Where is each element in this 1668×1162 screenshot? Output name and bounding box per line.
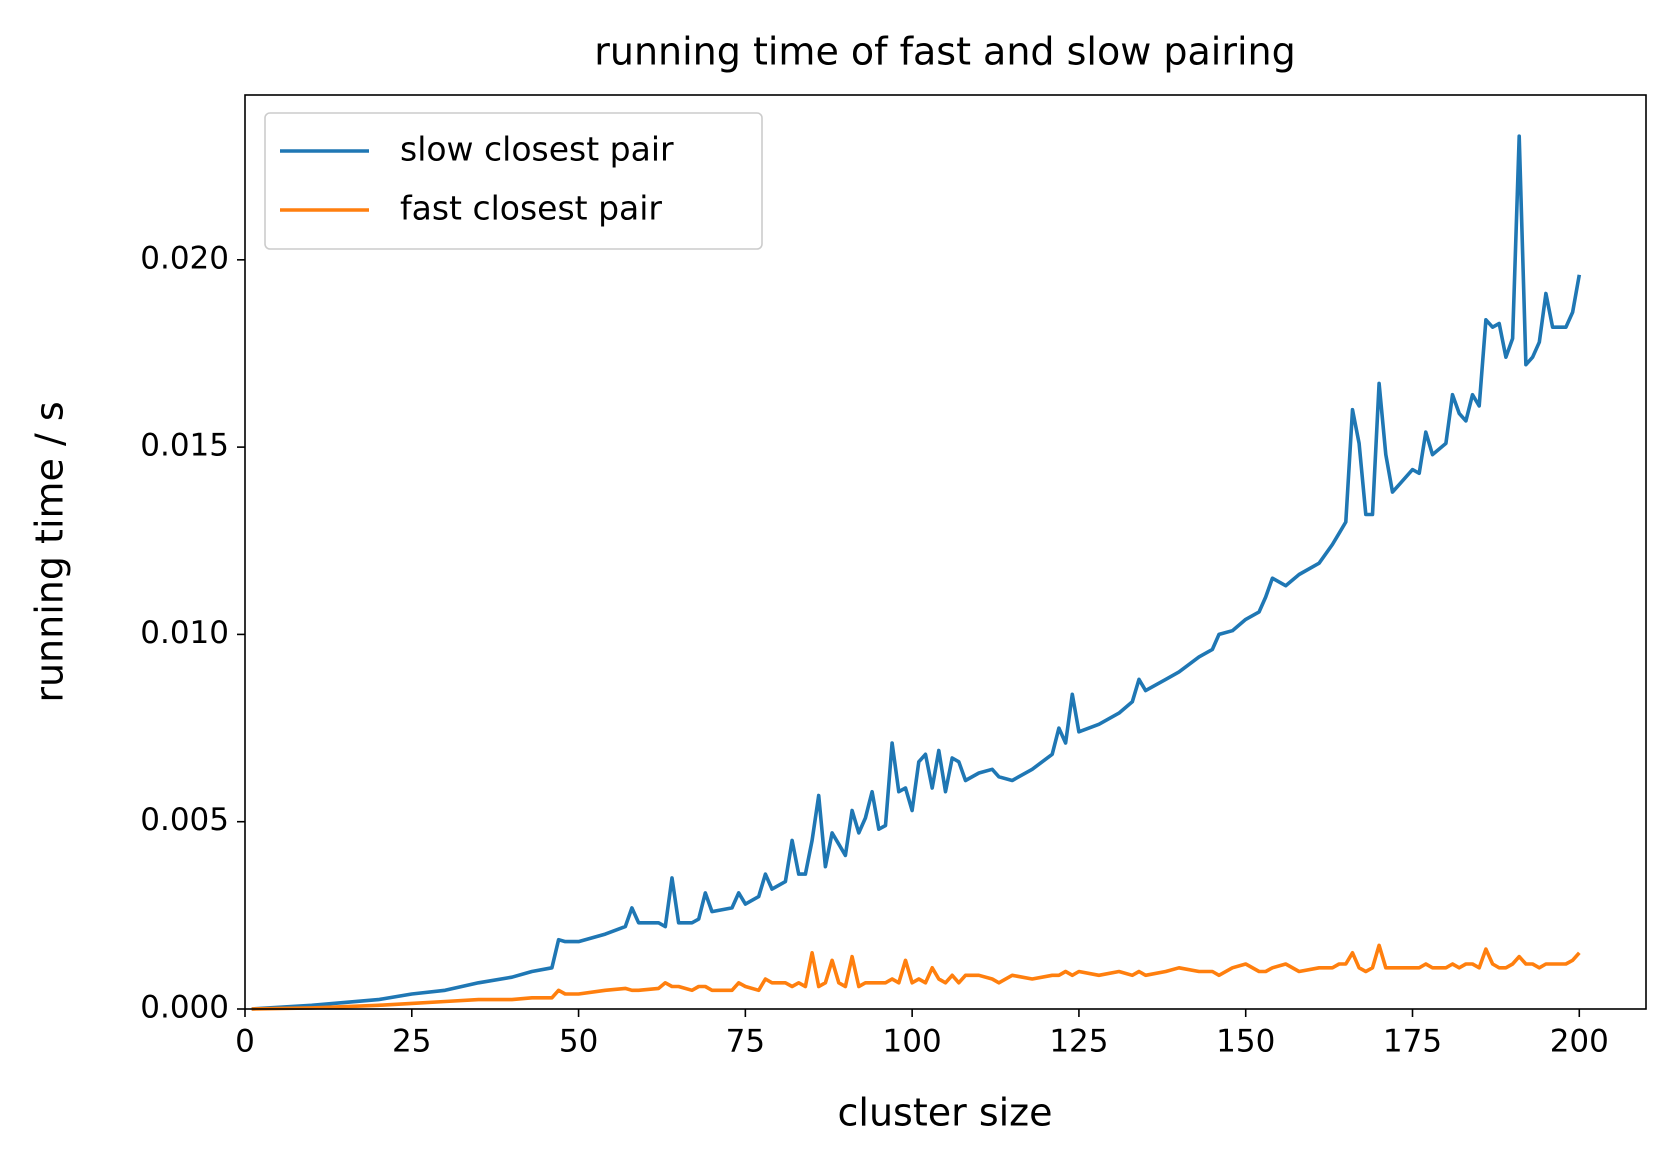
x-tick-label: 150 bbox=[1216, 1024, 1275, 1060]
x-tick-label: 175 bbox=[1383, 1024, 1442, 1060]
x-tick-label: 75 bbox=[726, 1024, 765, 1060]
y-tick-label: 0.000 bbox=[140, 990, 229, 1026]
x-tick-label: 25 bbox=[392, 1024, 431, 1060]
x-tick-label: 125 bbox=[1049, 1024, 1108, 1060]
x-tick-label: 50 bbox=[559, 1024, 598, 1060]
legend-box bbox=[264, 112, 763, 250]
y-tick-label: 0.015 bbox=[140, 428, 229, 464]
y-tick-label: 0.005 bbox=[140, 802, 229, 838]
plot-frame bbox=[244, 94, 1647, 1010]
x-tick-label: 0 bbox=[235, 1024, 255, 1060]
y-tick-label: 0.010 bbox=[140, 615, 229, 651]
x-tick-label: 100 bbox=[883, 1024, 942, 1060]
line-series bbox=[251, 134, 1582, 1011]
y-tick-label: 0.020 bbox=[140, 240, 229, 276]
chart-title: running time of fast and slow pairing bbox=[594, 30, 1295, 74]
x-tick-label: 200 bbox=[1550, 1024, 1609, 1060]
line-series bbox=[251, 943, 1581, 1011]
y-axis-label: running time / s bbox=[28, 401, 72, 702]
legend-label: fast closest pair bbox=[400, 189, 662, 228]
legend-label: slow closest pair bbox=[400, 130, 674, 169]
x-axis-label: cluster size bbox=[838, 1091, 1053, 1135]
